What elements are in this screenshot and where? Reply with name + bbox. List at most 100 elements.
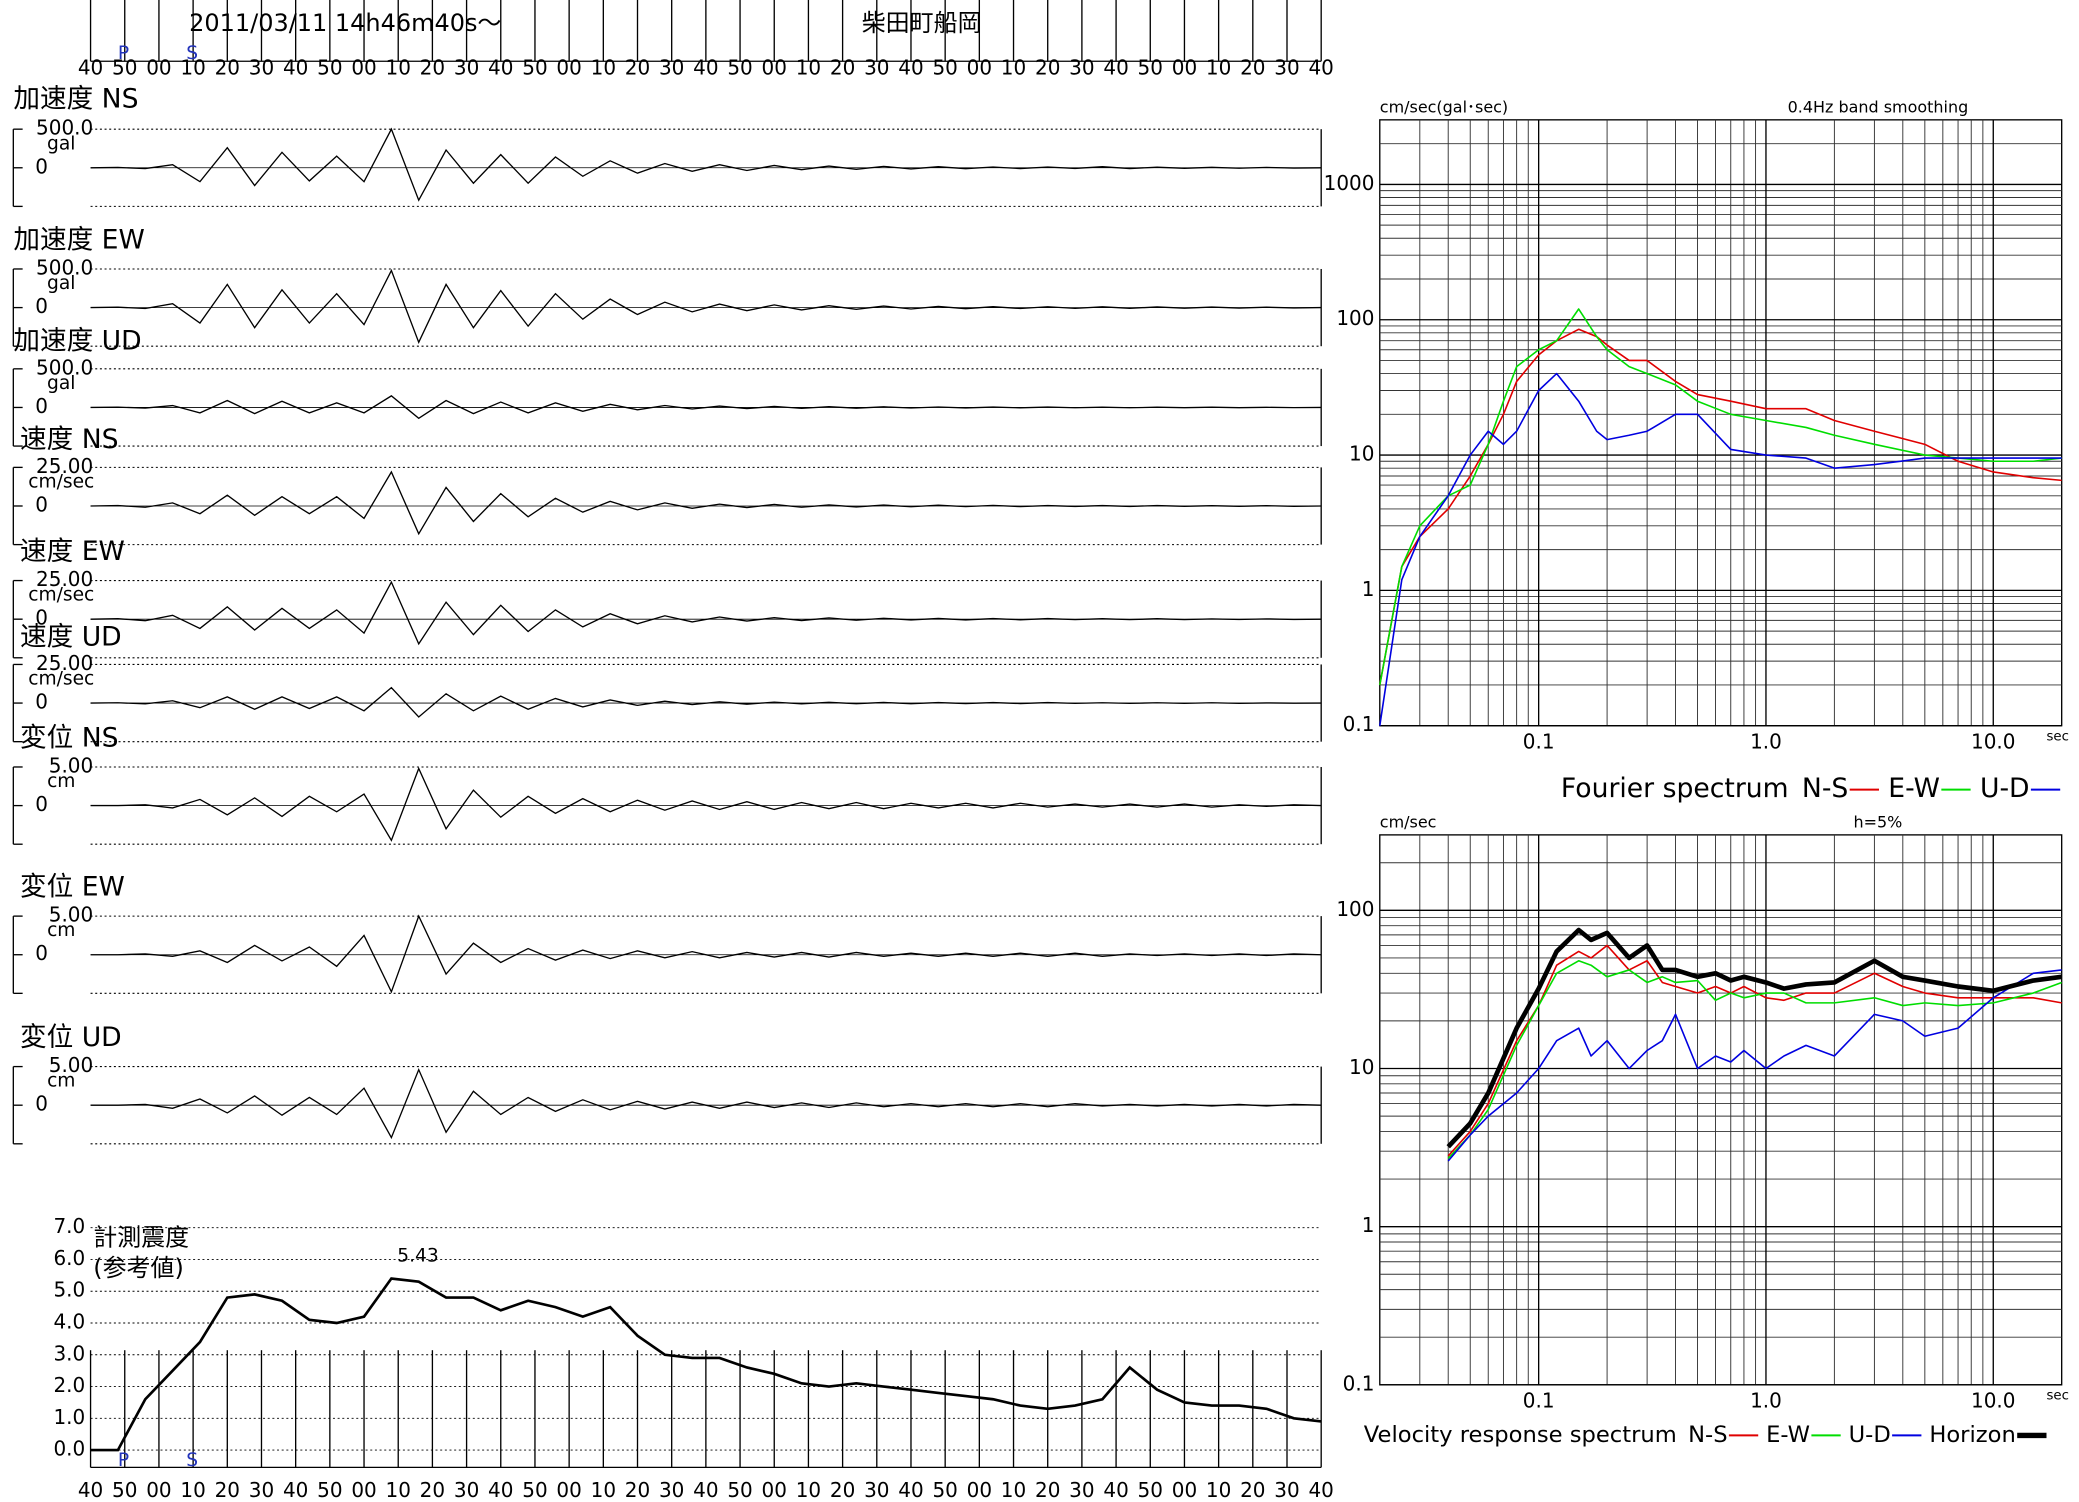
x-tick-label: 30 (659, 1478, 684, 1502)
x-tick-label: 10 (796, 1478, 821, 1502)
y-tick-label: 0 (35, 294, 48, 318)
x-tick-label: 40 (693, 56, 718, 80)
x-tick-label: 30 (659, 56, 684, 80)
panel-title: 速度 EW (20, 536, 125, 567)
waveform (90, 1067, 1322, 1140)
y-tick-label: 100 (1336, 897, 1374, 921)
x-tick-label: 50 (522, 56, 547, 80)
y-tick-label: 0 (35, 792, 48, 816)
y-tick-label: 0.1 (1343, 1371, 1375, 1395)
chart-title: 計測震度 (93, 1223, 189, 1251)
phase-marker: S (186, 43, 198, 64)
unit-label: cm/sec (1380, 812, 1437, 831)
panel-title: 変位 NS (20, 723, 119, 754)
x-tick-label: 00 (762, 1478, 787, 1502)
x-tick-label: 1.0 (1750, 1389, 1782, 1413)
x-tick-label: 30 (249, 56, 274, 80)
y-tick-label: 10 (1349, 1055, 1374, 1079)
waveform (90, 470, 1322, 536)
x-tick-label: 10 (591, 56, 616, 80)
x-tick-label: 10 (1206, 1478, 1231, 1502)
datetime: 2011/03/11 14h46m40s〜 (189, 9, 501, 37)
series-line (1378, 372, 2062, 726)
panel-title: 速度 UD (20, 621, 122, 652)
x-tick-label: 20 (1240, 1478, 1265, 1502)
y-tick-label: 4.0 (53, 1310, 85, 1334)
x-tick-label: 20 (1240, 56, 1265, 80)
unit-label: cm/sec (28, 669, 94, 690)
y-tick-label: 0 (35, 154, 48, 178)
x-tick-label: 50 (112, 1478, 137, 1502)
x-tick-label: 00 (762, 56, 787, 80)
series-line (1378, 308, 2062, 686)
x-tick-label: 20 (1035, 1478, 1060, 1502)
x-tick-label: 50 (112, 56, 137, 80)
series-line (1447, 969, 2062, 1162)
x-tick-label: 00 (146, 56, 171, 80)
x-tick-label: 30 (1274, 56, 1299, 80)
x-tick-label: 50 (1138, 56, 1163, 80)
x-tick-label: 10 (180, 1478, 205, 1502)
x-tick-label: 50 (932, 56, 957, 80)
x-tick-label: 20 (420, 56, 445, 80)
y-tick-label: 0 (35, 394, 48, 418)
x-tick-label: 00 (967, 56, 992, 80)
x-tick-label: 30 (454, 1478, 479, 1502)
legend-label: U-D (1980, 773, 2030, 804)
x-tick-label: 00 (1172, 1478, 1197, 1502)
y-tick-label: 25.00 (36, 454, 93, 478)
peak-label: 5.43 (397, 1245, 438, 1266)
chart-note: 0.4Hz band smoothing (1788, 97, 1969, 116)
unit-label: cm (47, 771, 75, 792)
x-tick-label: 20 (625, 1478, 650, 1502)
x-tick-label: 30 (1069, 56, 1094, 80)
y-tick-label: 0.1 (1343, 712, 1375, 736)
x-tick-label: 1.0 (1750, 730, 1782, 754)
x-tick-label: 00 (351, 1478, 376, 1502)
x-tick-label: 40 (283, 56, 308, 80)
y-tick-label: 0 (35, 941, 48, 965)
x-tick-label: 40 (1308, 56, 1333, 80)
chart-subtitle: (参考値) (93, 1254, 184, 1282)
y-tick-label: 500.0 (36, 355, 93, 379)
x-tick-label: 50 (317, 1478, 342, 1502)
x-tick-label: 00 (1172, 56, 1197, 80)
x-tick-label: 0.1 (1523, 1389, 1555, 1413)
x-tick-label: 40 (693, 1478, 718, 1502)
y-tick-label: 25.00 (36, 651, 93, 675)
x-tick-label: 30 (454, 56, 479, 80)
x-tick-label: 20 (625, 56, 650, 80)
x-tick-label: 50 (317, 56, 342, 80)
x-tick-label: 10 (386, 56, 411, 80)
y-tick-label: 0.0 (53, 1437, 85, 1461)
x-tick-label: 40 (1103, 1478, 1128, 1502)
y-tick-label: 0 (35, 606, 48, 630)
x-tick-label: 10.0 (1971, 1389, 2015, 1413)
series-line (1447, 959, 2062, 1159)
unit-label: cm/sec(gal･sec) (1380, 97, 1508, 116)
plot-frame (1379, 834, 2063, 1386)
y-tick-label: 1 (1362, 1213, 1375, 1237)
x-tick-label: 50 (727, 56, 752, 80)
waveform (90, 127, 1322, 202)
unit-label: gal (47, 273, 75, 294)
panel-title: 加速度 UD (13, 326, 141, 357)
y-tick-label: 100 (1336, 306, 1374, 330)
x-tick-label: 00 (146, 1478, 171, 1502)
series-line (1378, 328, 2062, 686)
x-tick-label: 50 (727, 1478, 752, 1502)
x-tick-label: 20 (215, 56, 240, 80)
y-tick-label: 0 (35, 492, 48, 516)
x-tick-label: 50 (522, 1478, 547, 1502)
y-tick-label: 25.00 (36, 567, 93, 591)
y-tick-label: 5.00 (49, 1053, 93, 1077)
y-tick-label: 1.0 (53, 1405, 85, 1429)
x-tick-label: 20 (215, 1478, 240, 1502)
y-tick-label: 1 (1362, 577, 1375, 601)
x-tick-label: 00 (556, 1478, 581, 1502)
legend-label: Horizon (1929, 1422, 2016, 1448)
x-tick-label: 50 (932, 1478, 957, 1502)
plot-frame (1379, 119, 2063, 727)
waveform (90, 686, 1322, 718)
